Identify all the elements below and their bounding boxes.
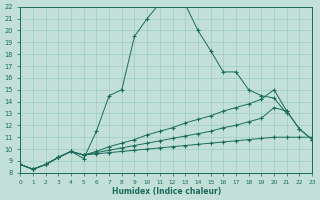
X-axis label: Humidex (Indice chaleur): Humidex (Indice chaleur): [112, 187, 221, 196]
